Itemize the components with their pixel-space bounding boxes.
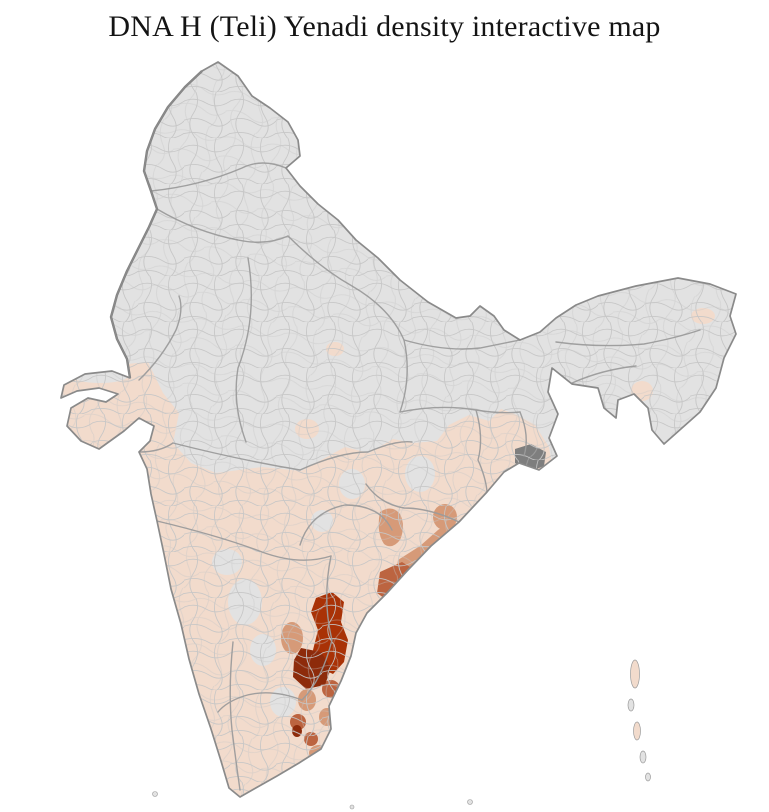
- island-region[interactable]: [645, 772, 651, 782]
- andaman-nicobar-islands[interactable]: [627, 659, 651, 782]
- district-boundaries-texture-2: [61, 62, 736, 797]
- page-title: DNA H (Teli) Yenadi density interactive …: [108, 10, 661, 43]
- small-islands[interactable]: [152, 791, 473, 810]
- state-borders: [138, 162, 701, 791]
- island-region[interactable]: [349, 804, 355, 810]
- island-region[interactable]: [639, 750, 647, 764]
- island-region[interactable]: [633, 721, 641, 741]
- island-region[interactable]: [467, 799, 473, 805]
- island-region[interactable]: [627, 698, 635, 712]
- island-region[interactable]: [152, 791, 158, 797]
- island-region[interactable]: [630, 659, 640, 689]
